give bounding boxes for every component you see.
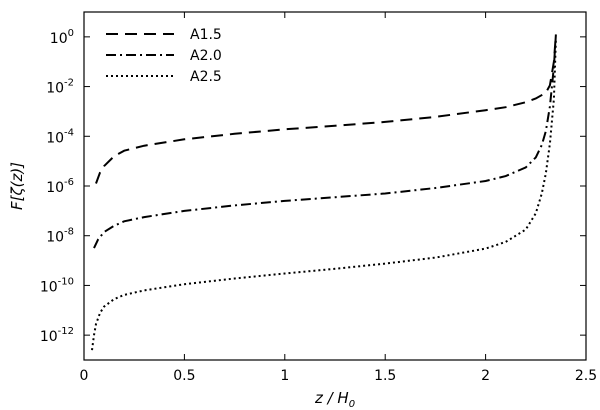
y-tick-label-2: 10-4 (46, 127, 74, 146)
y-tick-label-5: 10-10 (40, 276, 74, 295)
y-tick-label-1: 10-2 (46, 78, 74, 97)
series-layer (91, 34, 557, 351)
y-tick-label-4: 10-8 (46, 227, 74, 246)
plot-frame (83, 11, 587, 361)
series-line-A1-5 (95, 34, 557, 184)
x-tick-label-4: 2 (481, 368, 490, 384)
x-tick-label-5: 2.5 (575, 368, 597, 384)
legend-label-A1-5: A1.5 (190, 27, 222, 43)
legend-label-A2-0: A2.0 (190, 48, 222, 64)
x-tick-label-3: 1.5 (374, 368, 396, 384)
x-tick-label-2: 1 (280, 368, 289, 384)
legend-label-A2-5: A2.5 (190, 69, 222, 85)
y-axis-label: F[ζ(z)] (8, 162, 26, 210)
y-tick-label-3: 10-6 (46, 177, 74, 196)
y-tick-label-0: 100 (50, 28, 74, 47)
x-tick-label-0: 0 (80, 368, 89, 384)
x-tick-label-1: 0.5 (173, 368, 195, 384)
series-line-A2-0 (93, 34, 557, 249)
y-tick-label-6: 10-12 (40, 326, 74, 345)
ticks-layer: 0 0.5 1 1.5 2 2.5 100 10-2 10-4 10-6 10-8 10-10 10-1… (40, 12, 597, 384)
legend: A1.5 A2.0 A2.5 (106, 27, 222, 85)
x-axis-label: z / H0 (314, 389, 355, 410)
series-line-A2-5 (91, 39, 557, 351)
